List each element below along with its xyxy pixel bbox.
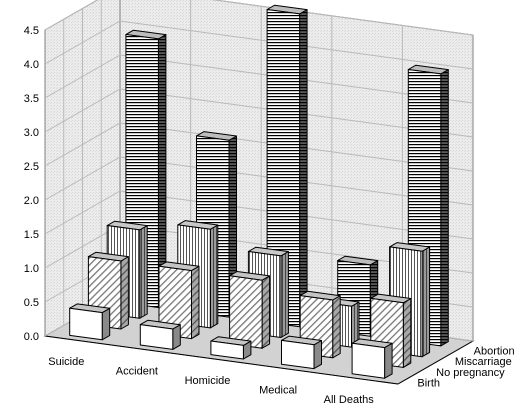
series-label: Miscarriage <box>455 356 512 368</box>
y-tick-label: 3.0 <box>24 127 39 139</box>
series-label: No pregnancy <box>436 367 505 379</box>
y-tick-label: 4.5 <box>24 25 39 37</box>
bar-front <box>210 340 244 360</box>
bar-front <box>69 307 103 341</box>
y-tick-label: 3.5 <box>24 93 39 105</box>
gridline <box>44 190 474 240</box>
y-tick-label: 2.0 <box>24 195 39 207</box>
category-label: Homicide <box>185 375 231 387</box>
bar-side <box>440 69 449 347</box>
floor-front-edge <box>44 335 399 385</box>
gridline <box>44 122 474 172</box>
gridline <box>44 0 474 36</box>
gridline <box>44 156 474 206</box>
bar-front <box>139 324 174 350</box>
bar-birth-homicide <box>210 336 252 360</box>
bar-side <box>332 295 341 359</box>
floor-right-edge <box>397 340 474 385</box>
bar-front <box>281 339 315 370</box>
bar-side <box>191 265 200 340</box>
bar-birth-all-deaths <box>351 338 393 379</box>
gridline <box>44 88 474 138</box>
y-tick-label: 2.5 <box>24 161 39 173</box>
bar-side <box>299 9 308 328</box>
y-tick-label: 1.0 <box>24 263 39 275</box>
y-axis-ticks: 0.0 0.5 1.0 1.5 2.0 2.5 3.0 3.5 4.0 4.5 <box>24 25 39 343</box>
bar-side <box>120 256 129 330</box>
category-label: Suicide <box>48 356 84 368</box>
bar-side <box>384 342 393 379</box>
y-tick-label: 4.0 <box>24 59 39 71</box>
bar-no-pregnancy-accident <box>158 261 200 340</box>
y-tick-label: 0.5 <box>24 297 39 309</box>
category-axis-labels: Suicide Accident Homicide Medical All Deaths <box>48 356 375 406</box>
bar-birth-accident <box>139 319 181 350</box>
bar-front <box>351 342 386 379</box>
bar-side <box>209 224 219 329</box>
bar-side <box>421 246 431 358</box>
bar-side <box>101 307 111 341</box>
y-tick-label: 0.0 <box>24 331 39 343</box>
bar-side <box>402 298 412 368</box>
bar-side <box>261 275 271 349</box>
bar-side <box>139 225 148 319</box>
series-label: Birth <box>417 378 440 390</box>
series-label: Abortion <box>474 345 515 357</box>
category-label: Medical <box>259 385 297 397</box>
bar-side <box>280 251 289 338</box>
bar-front <box>229 275 263 349</box>
category-label: Accident <box>116 365 158 377</box>
category-label: All Deaths <box>324 394 375 404</box>
bar-birth-medical <box>281 335 322 370</box>
bar-no-pregnancy-homicide <box>229 271 271 349</box>
gridline <box>44 20 474 70</box>
bars <box>69 4 449 379</box>
y-tick-label: 1.5 <box>24 229 39 241</box>
bar-birth-suicide <box>69 303 111 341</box>
gridline <box>44 54 474 104</box>
